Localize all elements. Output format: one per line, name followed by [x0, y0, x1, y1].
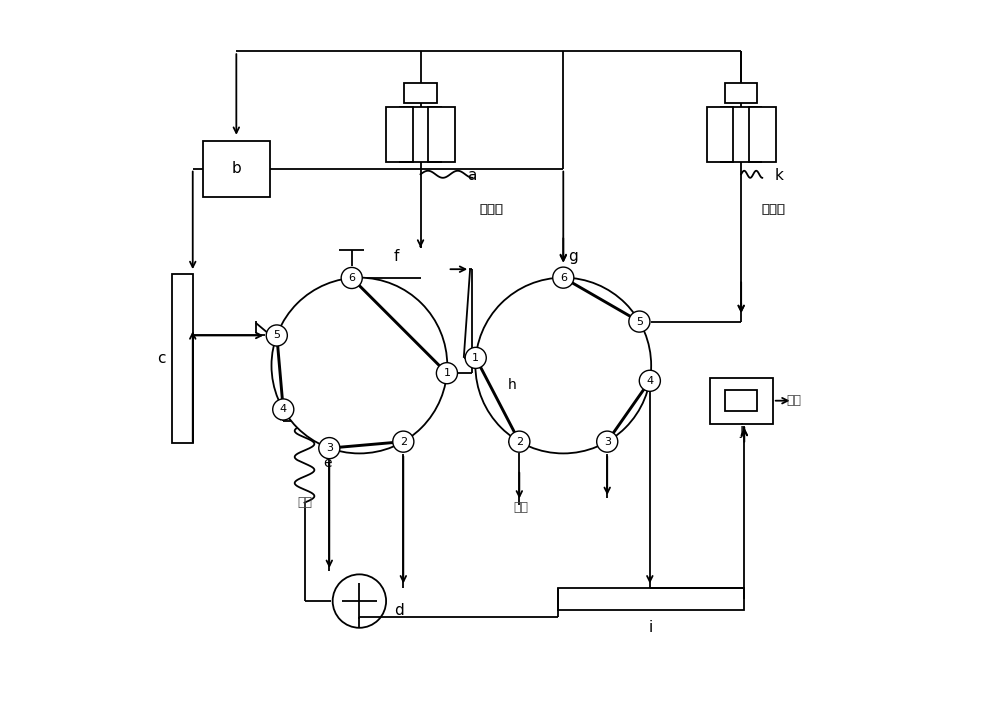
Bar [749, 108, 776, 162]
Bar [725, 390, 757, 412]
Text: 3: 3 [604, 437, 611, 447]
Text: 流动相: 流动相 [762, 203, 786, 216]
Circle shape [333, 574, 386, 628]
Bar [707, 108, 733, 162]
Circle shape [341, 267, 362, 288]
Circle shape [553, 267, 574, 288]
Circle shape [436, 363, 457, 384]
Text: j: j [739, 423, 743, 437]
Bar [172, 274, 193, 443]
Circle shape [319, 437, 340, 459]
Circle shape [393, 431, 414, 452]
Bar [725, 83, 757, 103]
Bar [558, 589, 744, 609]
Text: 废液: 废液 [297, 496, 312, 509]
Text: c: c [157, 351, 165, 366]
Circle shape [509, 431, 530, 452]
Circle shape [271, 277, 447, 453]
Text: 废液: 废液 [514, 500, 529, 513]
Text: 5: 5 [273, 331, 280, 341]
Bar [710, 378, 773, 424]
Text: 4: 4 [646, 376, 653, 386]
Circle shape [273, 399, 294, 420]
Bar [386, 108, 413, 162]
Circle shape [639, 370, 660, 391]
Text: e: e [323, 455, 331, 470]
Text: 2: 2 [516, 437, 523, 447]
Text: 3: 3 [326, 443, 333, 453]
Bar [428, 108, 455, 162]
Text: 流动相: 流动相 [479, 203, 503, 216]
Text: g: g [568, 249, 578, 264]
Text: 1: 1 [472, 353, 479, 363]
Text: 4: 4 [280, 404, 287, 414]
Text: f: f [393, 249, 399, 264]
Text: 1: 1 [443, 369, 450, 378]
Text: 5: 5 [636, 317, 643, 326]
Text: b: b [231, 161, 241, 176]
Text: i: i [649, 619, 653, 635]
Circle shape [629, 311, 650, 332]
Circle shape [465, 347, 486, 369]
Bar [404, 83, 437, 103]
Text: 流动相: 流动相 [762, 203, 786, 216]
Text: 2: 2 [400, 437, 407, 447]
Text: d: d [395, 603, 404, 618]
Text: 6: 6 [560, 272, 567, 282]
Text: 废液: 废液 [787, 394, 802, 407]
Text: 流动相: 流动相 [479, 203, 503, 216]
Text: a: a [467, 168, 476, 183]
Text: 6: 6 [348, 273, 355, 283]
Bar [203, 141, 270, 196]
Circle shape [266, 325, 287, 346]
Circle shape [475, 277, 651, 453]
Text: h: h [507, 379, 516, 392]
Text: k: k [774, 168, 783, 183]
Circle shape [597, 431, 618, 452]
